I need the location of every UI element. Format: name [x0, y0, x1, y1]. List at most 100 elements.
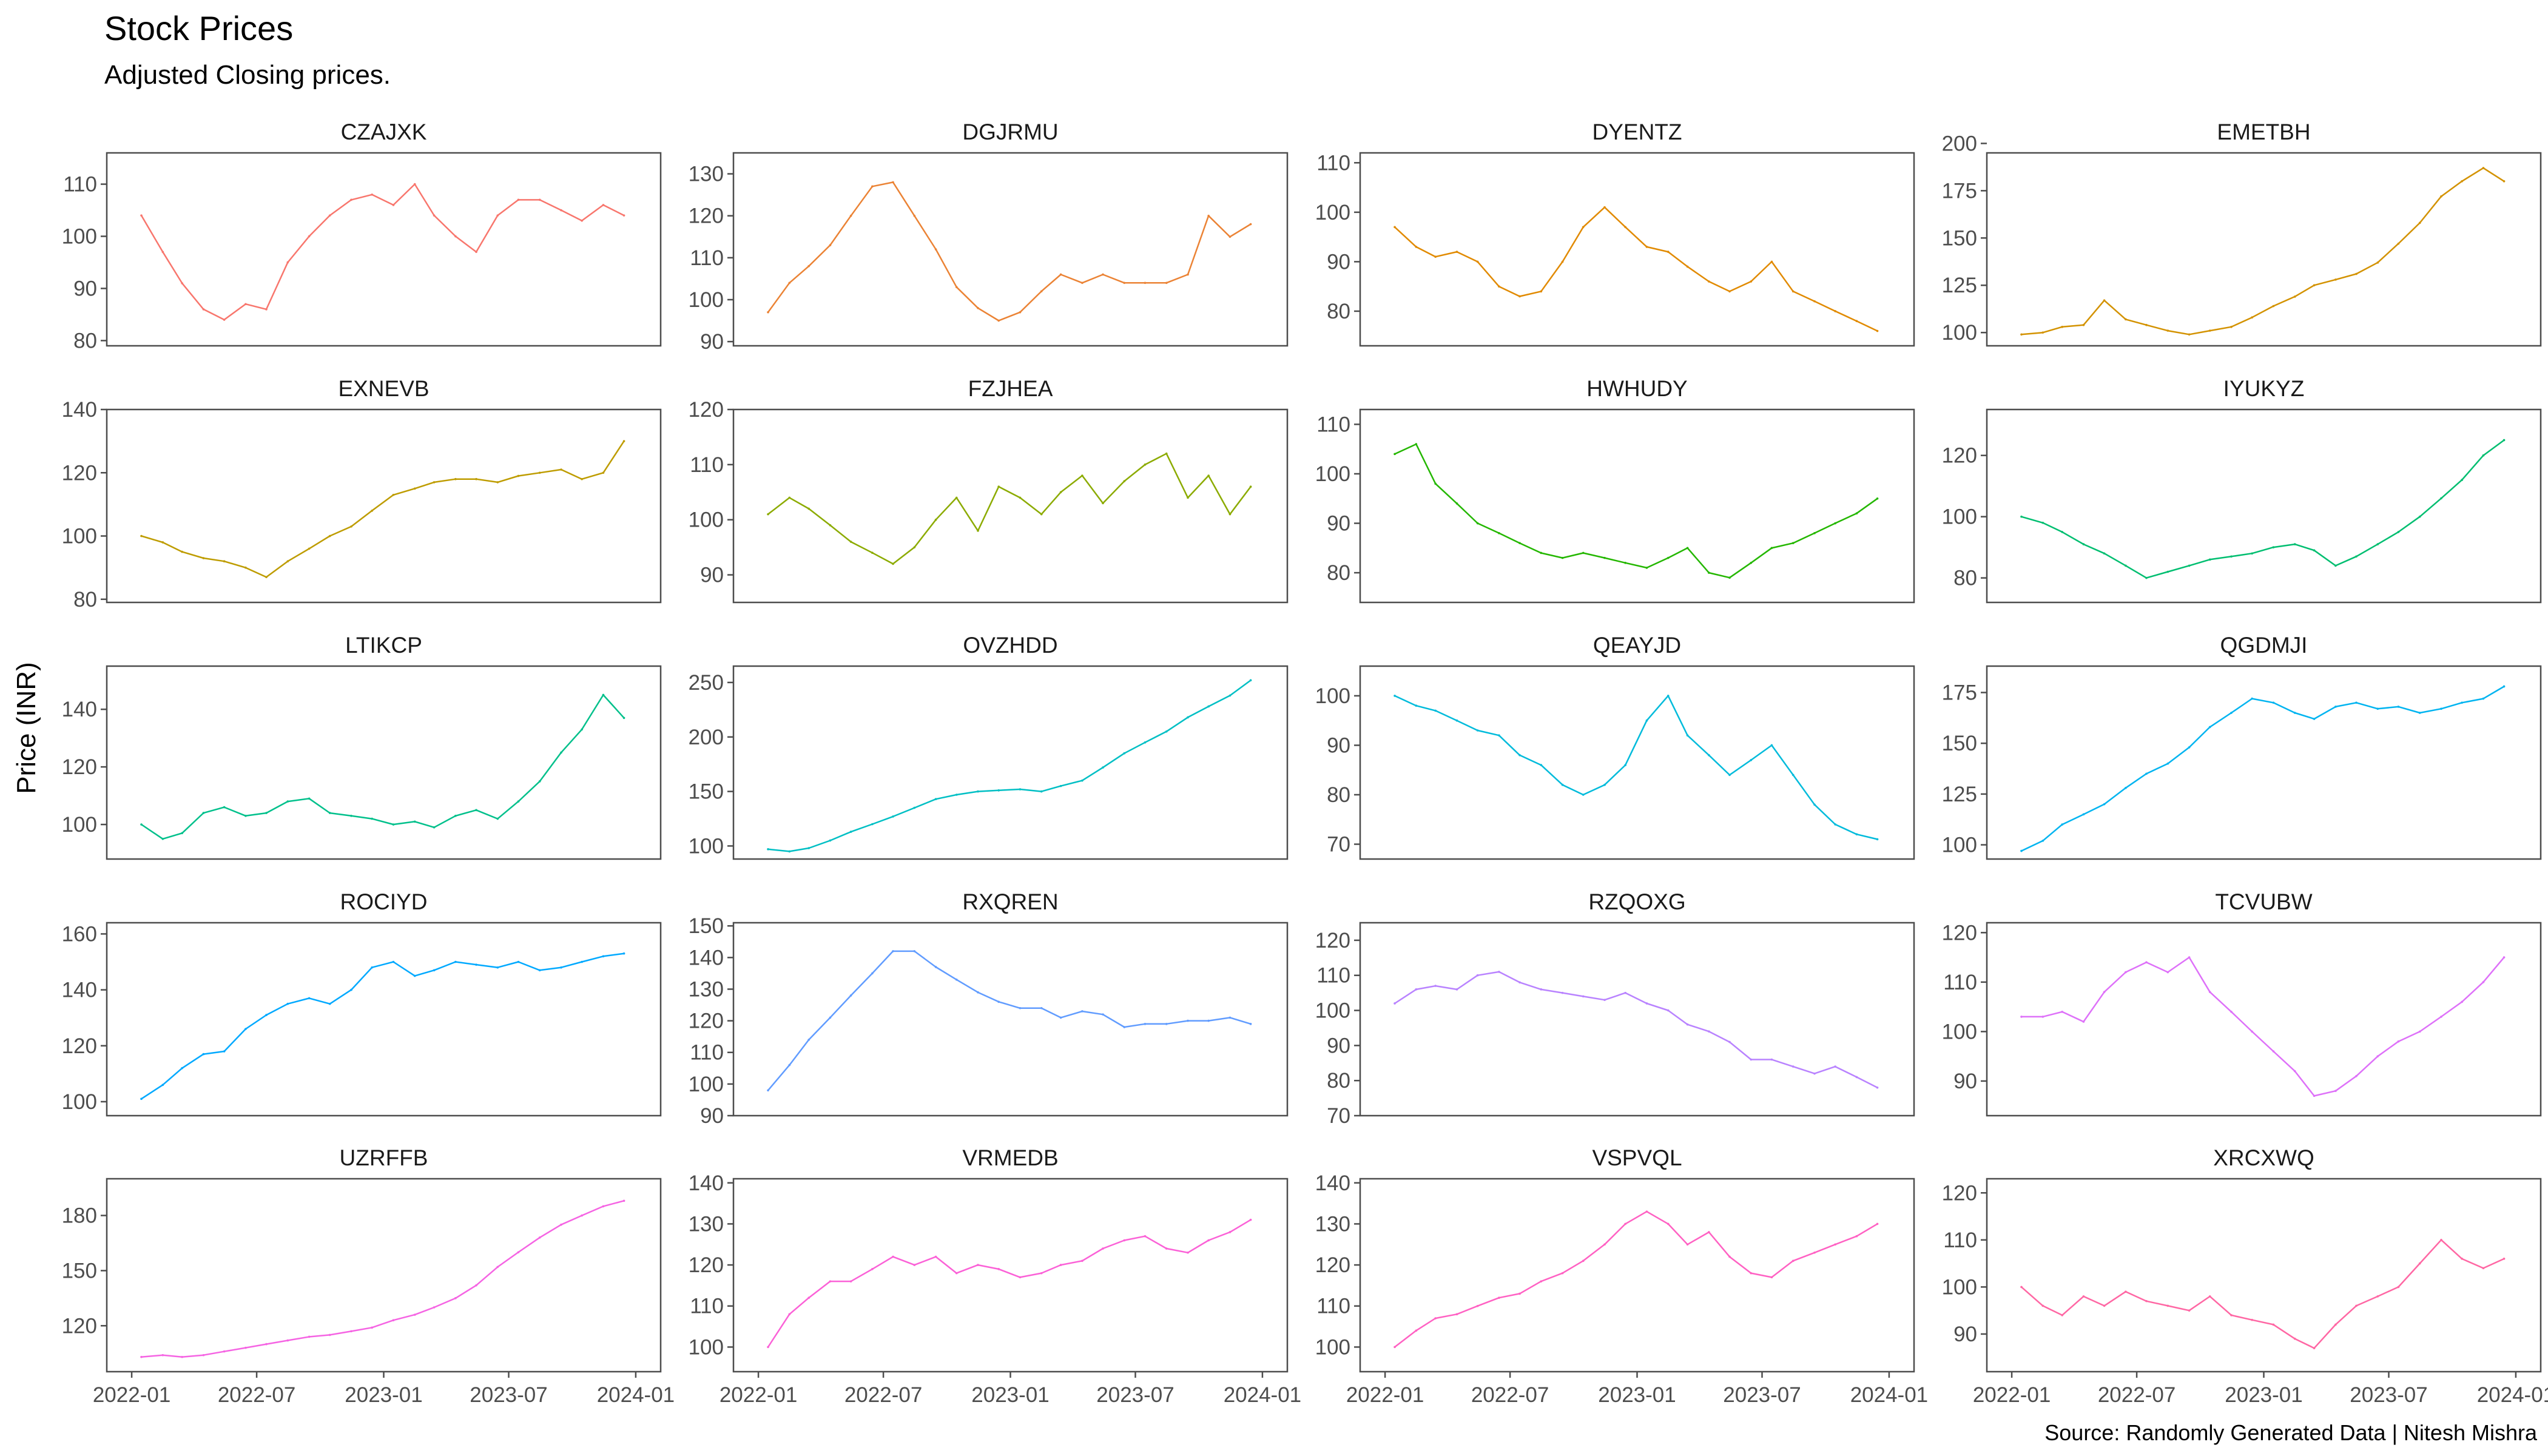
data-point-rociyd: [161, 1084, 164, 1087]
data-point-vspvql: [1415, 1329, 1418, 1332]
data-point-qgdmji: [2482, 697, 2485, 700]
data-point-dyentz: [1876, 329, 1879, 332]
data-point-czajxk: [244, 303, 247, 306]
data-point-ovzhdd: [1144, 741, 1147, 744]
data-point-hwhudy: [1645, 567, 1648, 569]
panel-frame-rzqoxg: [1359, 922, 1915, 1117]
x-tick-label-vrmedb-2023-01: 2023-01: [971, 1383, 1049, 1407]
data-point-xrcxwq: [2188, 1309, 2191, 1312]
data-point-fzjhea: [871, 551, 874, 554]
data-point-ltikcp: [140, 823, 143, 826]
data-point-dgjrmu: [871, 185, 874, 188]
data-point-rxqren: [1059, 1016, 1062, 1019]
y-tick-label-exnevb-100: 100: [62, 525, 97, 548]
data-point-rzqoxg: [1394, 1002, 1396, 1005]
data-point-xrcxwq: [2355, 1304, 2358, 1307]
data-point-fzjhea: [1249, 485, 1252, 488]
y-tick-label-vspvql-130: 130: [1315, 1212, 1350, 1236]
data-point-ovzhdd: [997, 789, 1000, 792]
data-point-qgdmji: [2376, 707, 2379, 710]
panel-title-emetbh: EMETBH: [2217, 120, 2310, 144]
panel-title-tcvubw: TCVUBW: [2215, 889, 2312, 914]
data-point-fzjhea: [892, 562, 894, 565]
data-point-ovzhdd: [788, 850, 791, 853]
data-point-emetbh: [2334, 278, 2337, 281]
data-point-hwhudy: [1667, 556, 1670, 559]
data-point-vspvql: [1476, 1304, 1479, 1307]
data-point-fzjhea: [997, 485, 1000, 488]
data-point-uzrffb: [371, 1326, 373, 1329]
data-point-ovzhdd: [871, 823, 874, 826]
data-point-vspvql: [1813, 1251, 1816, 1254]
data-point-qeayjd: [1686, 734, 1689, 736]
y-tick-label-fzjhea-120: 120: [689, 398, 724, 422]
data-point-rociyd: [223, 1050, 226, 1053]
y-tick-label-rxqren-120: 120: [689, 1009, 724, 1033]
data-point-ltikcp: [581, 728, 583, 731]
data-point-hwhudy: [1603, 556, 1606, 559]
data-point-tcvubw: [2482, 981, 2485, 983]
data-point-rzqoxg: [1791, 1065, 1795, 1068]
data-point-ltikcp: [328, 812, 331, 814]
y-tick-label-vrmedb-110: 110: [690, 1295, 724, 1318]
y-tick-label-exnevb-80: 80: [73, 588, 97, 612]
data-point-rxqren: [934, 966, 937, 968]
data-point-ovzhdd: [1040, 790, 1043, 793]
panel-title-exnevb: EXNEVB: [338, 376, 429, 401]
data-point-vrmedb: [1249, 1218, 1252, 1221]
data-point-iyukyz: [2041, 521, 2044, 524]
data-point-vrmedb: [1123, 1239, 1126, 1242]
data-point-rzqoxg: [1624, 991, 1626, 994]
data-point-dyentz: [1667, 251, 1670, 253]
data-point-ovzhdd: [1102, 766, 1104, 769]
data-point-rxqren: [1081, 1010, 1084, 1013]
y-tick-label-dyentz-80: 80: [1327, 300, 1350, 323]
y-tick-label-vrmedb-120: 120: [689, 1253, 724, 1277]
data-point-vspvql: [1834, 1243, 1836, 1246]
panel-frame-qgdmji: [1986, 665, 2542, 860]
data-point-vrmedb: [788, 1313, 791, 1316]
data-point-dgjrmu: [955, 286, 958, 289]
data-point-iyukyz: [2061, 531, 2063, 533]
data-point-fzjhea: [849, 541, 852, 543]
data-point-exnevb: [286, 560, 289, 563]
data-point-ltikcp: [308, 797, 311, 800]
y-tick-label-vrmedb-140: 140: [689, 1171, 724, 1195]
data-point-qeayjd: [1708, 753, 1710, 757]
data-point-qgdmji: [2418, 712, 2421, 714]
data-point-ovzhdd: [1019, 788, 1022, 790]
y-tick-label-dyentz-110: 110: [1316, 151, 1350, 175]
data-point-ovzhdd: [829, 839, 832, 842]
panel-title-vrmedb: VRMEDB: [962, 1145, 1058, 1170]
data-point-rzqoxg: [1603, 999, 1606, 1001]
y-tick-label-rxqren-110: 110: [690, 1041, 724, 1065]
data-point-rociyd: [517, 960, 520, 963]
panel-title-rzqoxg: RZQOXG: [1588, 889, 1685, 914]
data-point-ltikcp: [392, 823, 395, 826]
data-point-emetbh: [2293, 295, 2296, 298]
x-tick-label-vspvql-2024-01: 2024-01: [1850, 1383, 1928, 1407]
data-point-rociyd: [371, 966, 373, 969]
data-point-czajxk: [622, 214, 625, 217]
data-point-emetbh: [2145, 323, 2148, 326]
panel-frame-uzrffb: [106, 1178, 662, 1373]
data-point-vrmedb: [1165, 1247, 1168, 1250]
data-point-xrcxwq: [2313, 1347, 2316, 1350]
data-point-uzrffb: [392, 1319, 395, 1321]
data-point-vspvql: [1582, 1259, 1585, 1262]
data-point-qeayjd: [1603, 783, 1606, 786]
data-point-rociyd: [181, 1067, 183, 1070]
data-point-vrmedb: [807, 1296, 810, 1299]
panel-frame-tcvubw: [1986, 922, 2542, 1117]
data-point-fzjhea: [977, 530, 979, 532]
data-point-dyentz: [1603, 206, 1606, 209]
data-point-exnevb: [475, 477, 477, 480]
data-point-xrcxwq: [2145, 1299, 2148, 1303]
data-point-rzqoxg: [1686, 1023, 1689, 1026]
data-point-xrcxwq: [2103, 1304, 2106, 1307]
data-point-tcvubw: [2251, 1030, 2253, 1033]
data-point-ovzhdd: [892, 815, 894, 818]
data-point-xrcxwq: [2461, 1258, 2463, 1260]
data-point-hwhudy: [1540, 551, 1543, 554]
data-point-dgjrmu: [1040, 290, 1043, 292]
